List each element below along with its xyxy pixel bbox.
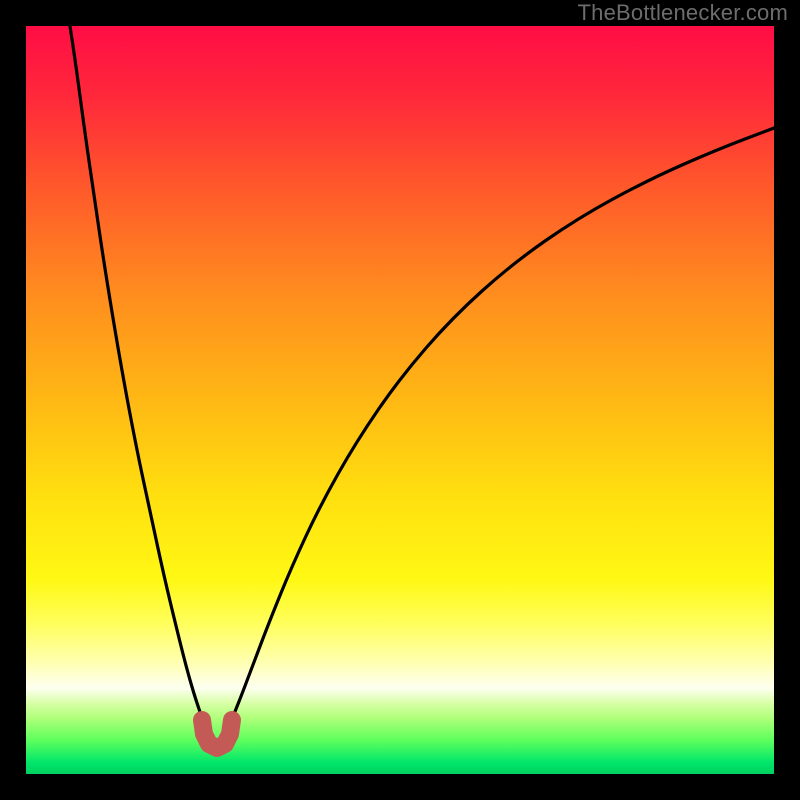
plot-area — [26, 26, 774, 774]
valley-marker — [202, 720, 232, 748]
watermark-text: TheBottlenecker.com — [578, 0, 788, 26]
curve-right — [230, 128, 774, 724]
chart-svg — [26, 26, 774, 774]
curve-left — [70, 26, 204, 724]
